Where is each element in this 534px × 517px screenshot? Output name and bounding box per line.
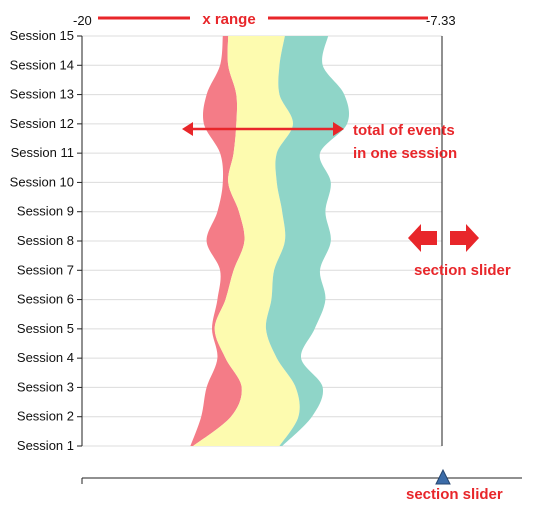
x-range-max-label: -7.33 bbox=[426, 13, 456, 28]
x-range-annotation: x range bbox=[202, 11, 255, 28]
y-tick-label: Session 2 bbox=[17, 409, 74, 424]
y-tick-label: Session 14 bbox=[10, 57, 74, 72]
arrow-right-icon bbox=[333, 122, 344, 136]
y-tick-label: Session 1 bbox=[17, 438, 74, 453]
stream-layers bbox=[190, 36, 350, 446]
section-slider-arrows[interactable]: section slider bbox=[408, 224, 511, 279]
stream-layer-1[interactable] bbox=[190, 36, 245, 446]
total-events-label-line1: total of events bbox=[353, 122, 455, 139]
section-slider-label-right: section slider bbox=[414, 262, 511, 279]
y-tick-label: Session 6 bbox=[17, 292, 74, 307]
y-tick-label: Session 9 bbox=[17, 204, 74, 219]
arrow-left-icon bbox=[182, 122, 193, 136]
total-events-label-line2: in one session bbox=[353, 145, 457, 162]
stream-layer-3[interactable] bbox=[265, 36, 350, 446]
y-tick-label: Session 4 bbox=[17, 350, 74, 365]
y-tick-label: Session 15 bbox=[10, 28, 74, 43]
y-axis: Session 1 Session 2 Session 3 Session 4 Sess… bbox=[10, 28, 83, 453]
y-tick-label: Session 5 bbox=[17, 321, 74, 336]
slider-handle-icon[interactable] bbox=[435, 468, 451, 485]
section-slider-label-bottom: section slider bbox=[406, 486, 503, 503]
bottom-slider[interactable]: section slider bbox=[81, 468, 522, 503]
y-tick-label: Session 10 bbox=[10, 174, 74, 189]
y-tick-label: Session 3 bbox=[17, 379, 74, 394]
x-range-indicator: -20 -7.33 x range bbox=[73, 11, 456, 28]
y-tick-label: Session 12 bbox=[10, 116, 74, 131]
x-range-min-label: -20 bbox=[73, 13, 92, 28]
y-tick-label: Session 13 bbox=[10, 87, 74, 102]
slider-right-arrow-icon[interactable] bbox=[450, 224, 479, 252]
y-tick-label: Session 7 bbox=[17, 262, 74, 277]
y-tick-label: Session 11 bbox=[11, 145, 74, 160]
slider-left-arrow-icon[interactable] bbox=[408, 224, 437, 252]
y-tick-label: Session 8 bbox=[17, 233, 74, 248]
total-events-annotation: total of events in one session bbox=[182, 122, 457, 162]
stream-layer-2[interactable] bbox=[193, 36, 300, 446]
